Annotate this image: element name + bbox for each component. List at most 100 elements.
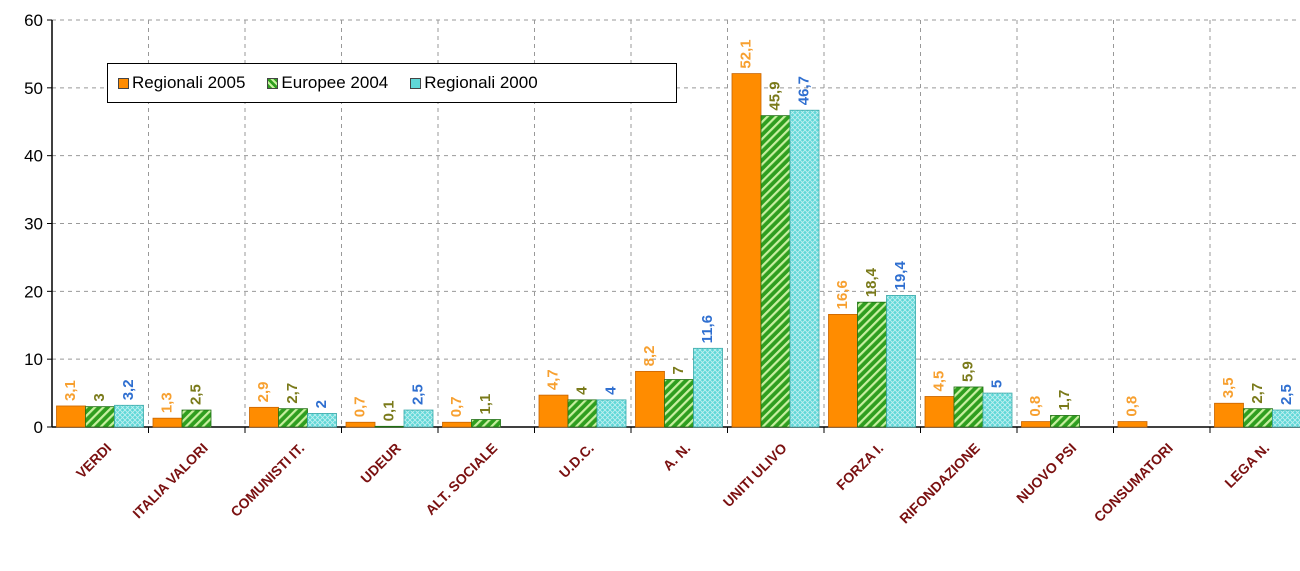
bar-regionali-2000 xyxy=(114,404,144,428)
data-label-regionali-2005: 0,7 xyxy=(448,396,465,417)
axis-layer: 0 10 20 30 40 50 60 xyxy=(24,11,1300,437)
data-label-regionali-2000: 4 xyxy=(602,386,619,395)
legend-label: Regionali 2000 xyxy=(424,73,538,92)
bars-layer xyxy=(56,73,1300,428)
bar-europee-2004 xyxy=(567,399,598,428)
data-label-regionali-2000: 19,4 xyxy=(892,261,909,291)
category-label: U.D.C. xyxy=(556,440,597,481)
legend-label: Europee 2004 xyxy=(281,73,389,92)
legend-swatch-orange xyxy=(118,77,129,89)
bar-europee-2004 xyxy=(85,406,115,428)
category-label: COMUNISTI IT. xyxy=(227,440,307,520)
data-label-regionali-2005: 1,3 xyxy=(158,392,175,413)
y-tick-label: 20 xyxy=(24,282,43,301)
bar-regionali-2005 xyxy=(442,421,472,428)
data-label-europee-2004: 4 xyxy=(573,386,590,395)
bar-regionali-2000 xyxy=(789,109,820,428)
category-label: UDEUR xyxy=(357,440,404,487)
bar-europee-2004 xyxy=(1243,408,1273,428)
bar-europee-2004 xyxy=(374,425,405,428)
data-label-regionali-2000: 46,7 xyxy=(795,76,812,105)
bar-regionali-2000 xyxy=(693,347,723,428)
bar-europee-2004 xyxy=(471,419,501,428)
bar-regionali-2000 xyxy=(307,413,337,428)
legend: Regionali 2005 Europee 2004 Regionali 20… xyxy=(107,63,677,103)
bar-europee-2004 xyxy=(664,379,694,428)
data-label-regionali-2005: 2,9 xyxy=(255,381,272,402)
bar-regionali-2000 xyxy=(982,392,1013,428)
bar-regionali-2005 xyxy=(1214,402,1244,428)
legend-swatch-green xyxy=(267,77,279,89)
data-label-regionali-2005: 0,7 xyxy=(351,396,368,417)
legend-label: Regionali 2005 xyxy=(132,73,246,92)
bar-regionali-2005 xyxy=(152,417,183,428)
y-tick-label: 60 xyxy=(24,11,43,30)
data-label-europee-2004: 7 xyxy=(670,366,687,374)
category-label: CONSUMATORI xyxy=(1091,440,1176,525)
bar-regionali-2005 xyxy=(635,370,665,428)
data-label-regionali-2005: 3,5 xyxy=(1220,377,1237,398)
y-tick-label: 50 xyxy=(24,79,43,98)
legend-item-regionali-2005: Regionali 2005 xyxy=(118,73,245,93)
data-label-regionali-2005: 0,8 xyxy=(1027,396,1044,417)
data-label-europee-2004: 2,7 xyxy=(284,383,301,404)
bar-regionali-2005 xyxy=(924,396,955,428)
data-label-regionali-2005: 4,5 xyxy=(930,371,947,392)
data-label-regionali-2000: 2,5 xyxy=(1278,384,1295,405)
category-label: UNITI ULIVO xyxy=(720,440,790,510)
data-label-europee-2004: 1,7 xyxy=(1056,390,1073,411)
bar-regionali-2000 xyxy=(1272,409,1300,428)
data-label-europee-2004: 3 xyxy=(91,393,108,401)
bar-regionali-2005 xyxy=(731,73,762,428)
bar-regionali-2005 xyxy=(345,421,376,428)
bar-regionali-2000 xyxy=(403,409,434,428)
legend-item-europee-2004: Europee 2004 xyxy=(267,73,388,93)
category-label: ALT. SOCIALE xyxy=(422,440,500,518)
data-label-europee-2004: 2,5 xyxy=(187,384,204,405)
bar-regionali-2005 xyxy=(56,405,86,428)
data-label-regionali-2000: 3,2 xyxy=(120,379,137,400)
data-label-regionali-2000: 11,6 xyxy=(699,315,716,343)
bar-europee-2004 xyxy=(857,301,887,428)
data-label-europee-2004: 45,9 xyxy=(766,81,783,110)
data-labels-layer: 3,1 3 3,2 1,3 2,5 2,9 2,7 2 0,7 0,1 2,5 0,7 1,1 4,7 4 4… xyxy=(62,39,1295,421)
bar-europee-2004 xyxy=(760,115,791,428)
bar-regionali-2000 xyxy=(886,295,916,428)
category-label: LEGA N. xyxy=(1221,440,1272,491)
data-label-regionali-2005: 16,6 xyxy=(834,280,851,309)
data-label-regionali-2005: 52,1 xyxy=(737,39,754,68)
data-label-regionali-2005: 3,1 xyxy=(62,380,79,401)
data-label-europee-2004: 2,7 xyxy=(1249,383,1266,404)
data-label-regionali-2005: 0,8 xyxy=(1123,396,1140,417)
category-label: VERDI xyxy=(73,440,115,482)
data-label-europee-2004: 0,1 xyxy=(380,400,397,421)
bar-europee-2004 xyxy=(181,409,212,428)
category-label: A. N. xyxy=(660,440,694,474)
category-label: RIFONDAZIONE xyxy=(896,440,983,527)
bar-regionali-2005 xyxy=(538,394,569,428)
bar-regionali-2005 xyxy=(1021,421,1051,428)
data-label-europee-2004: 5,9 xyxy=(959,361,976,382)
category-labels-layer: VERDI ITALIA VALORI COMUNISTI IT. UDEUR ALT.… xyxy=(73,440,1273,527)
bar-regionali-2005 xyxy=(1117,421,1148,428)
y-tick-label: 40 xyxy=(24,147,43,166)
data-label-europee-2004: 1,1 xyxy=(477,394,494,415)
y-tick-label: 30 xyxy=(24,215,43,234)
data-label-regionali-2005: 8,2 xyxy=(641,346,658,367)
legend-swatch-cyan xyxy=(410,77,422,89)
data-label-regionali-2005: 4,7 xyxy=(544,369,561,390)
legend-item-regionali-2000: Regionali 2000 xyxy=(410,73,538,93)
category-label: ITALIA VALORI xyxy=(129,440,211,522)
data-label-regionali-2000: 5 xyxy=(988,380,1005,388)
bar-europee-2004 xyxy=(953,386,984,428)
bar-europee-2004 xyxy=(1050,415,1080,428)
y-tick-label: 0 xyxy=(34,418,43,437)
bar-regionali-2000 xyxy=(596,399,627,428)
y-tick-label: 10 xyxy=(24,350,43,369)
data-label-regionali-2000: 2,5 xyxy=(409,384,426,405)
data-label-regionali-2000: 2 xyxy=(313,400,330,408)
category-label: NUOVO PSI xyxy=(1013,440,1079,506)
data-label-europee-2004: 18,4 xyxy=(863,267,880,297)
